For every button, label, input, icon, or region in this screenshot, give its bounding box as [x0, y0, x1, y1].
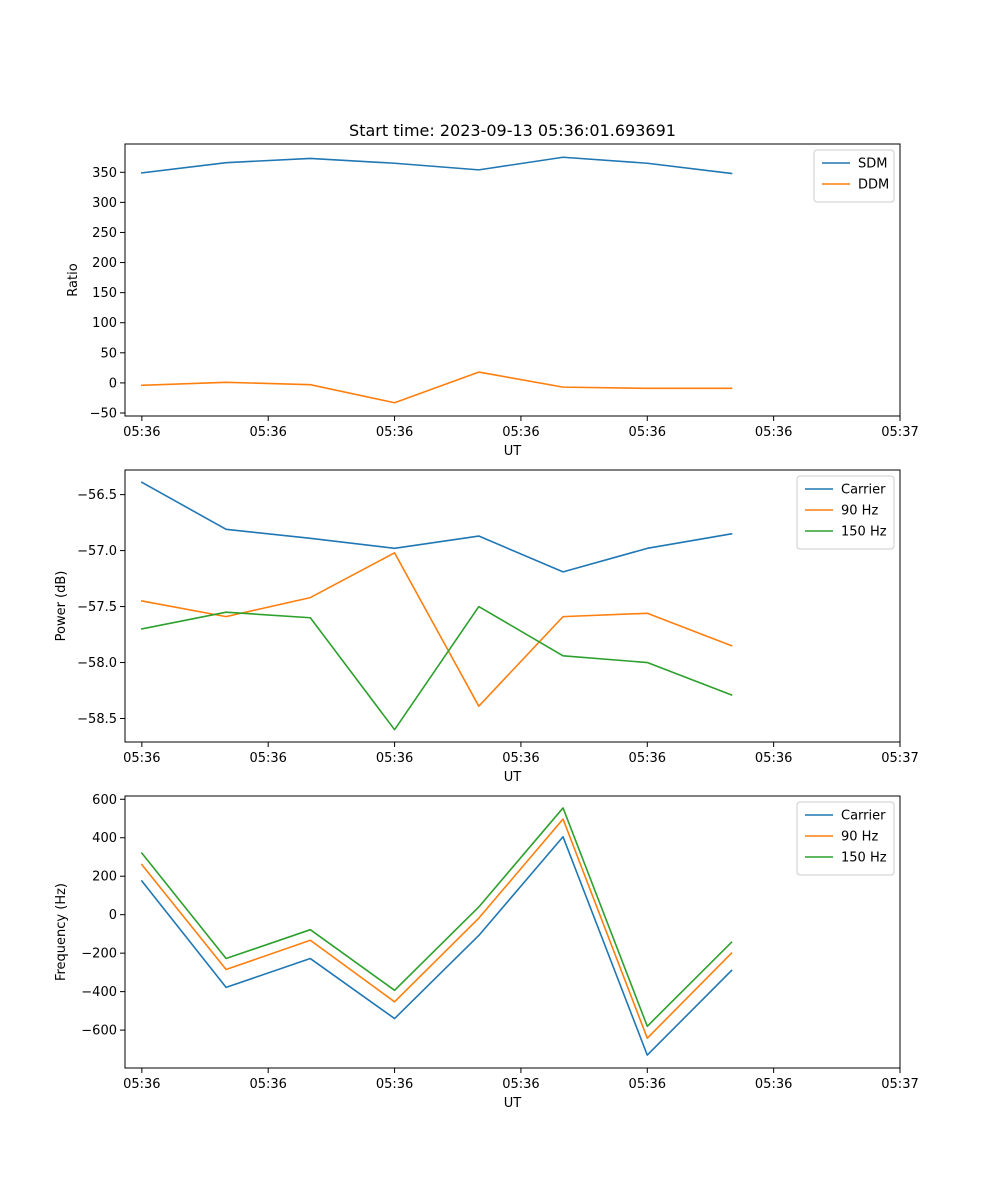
- series-line-carrier: [140, 481, 733, 573]
- x-tick-label: 05:36: [249, 1077, 286, 1092]
- y-tick-label: −50: [90, 406, 117, 421]
- series-line-150-hz: [140, 605, 733, 731]
- y-tick-label: 200: [92, 256, 117, 271]
- axes-frame: [124, 469, 901, 743]
- y-tick-label: 100: [92, 316, 117, 331]
- series-line-carrier: [140, 835, 733, 1056]
- legend-label: SDM: [858, 157, 887, 172]
- x-tick-label: 05:36: [755, 425, 792, 440]
- legend-label: Carrier: [841, 809, 886, 824]
- legend: SDM DDM: [813, 149, 895, 203]
- x-tick-label: 05:36: [123, 1077, 160, 1092]
- y-tick-label: −58.5: [77, 712, 117, 727]
- series-line-90-hz: [140, 818, 733, 1039]
- x-axis-label: UT: [504, 770, 522, 785]
- y-tick-label: 150: [92, 286, 117, 301]
- x-tick-label: 05:36: [249, 425, 286, 440]
- chart-panel-2: 05:36 05:36 05:36 05:36 05:36 05:36 05:37 −58.5…: [54, 469, 919, 785]
- series-line-150-hz: [140, 807, 733, 1028]
- y-tick-label: 250: [92, 226, 117, 241]
- y-tick-label: 0: [109, 908, 117, 923]
- legend-label: 90 Hz: [841, 830, 878, 845]
- legend-label: 150 Hz: [841, 851, 887, 866]
- panels: 05:36 05:36 05:36 05:36 05:36 05:36 05:37−5005…: [54, 121, 919, 1111]
- legend: Carrier 90 Hz 150 Hz: [796, 801, 895, 876]
- y-axis-label: Ratio: [66, 263, 81, 296]
- x-tick-label: 05:37: [881, 425, 918, 440]
- x-tick-label: 05:36: [376, 425, 413, 440]
- x-tick-label: 05:36: [123, 425, 160, 440]
- x-tick-label: 05:36: [502, 1077, 539, 1092]
- legend-label: 90 Hz: [841, 504, 878, 519]
- series-line-ddm: [141, 371, 733, 404]
- x-tick-label: 05:36: [249, 751, 286, 766]
- y-tick-label: −58.0: [77, 656, 117, 671]
- x-tick-label: 05:36: [755, 751, 792, 766]
- x-tick-label: 05:36: [755, 1077, 792, 1092]
- y-tick-label: 350: [92, 166, 117, 181]
- y-axis-label: Frequency (Hz): [54, 883, 69, 981]
- x-tick-label: 05:36: [123, 751, 160, 766]
- axes-frame: [124, 143, 901, 417]
- legend-label: 150 Hz: [841, 525, 887, 540]
- x-tick-label: 05:36: [502, 425, 539, 440]
- legend-label: Carrier: [841, 483, 886, 498]
- y-tick-label: 200: [92, 870, 117, 885]
- y-tick-label: −56.5: [77, 488, 117, 503]
- y-axis-label: Power (dB): [54, 571, 69, 642]
- x-tick-label: 05:36: [629, 751, 666, 766]
- y-tick-label: 0: [109, 376, 117, 391]
- y-tick-label: 400: [92, 831, 117, 846]
- y-tick-label: 600: [92, 793, 117, 808]
- x-tick-label: 05:36: [629, 1077, 666, 1092]
- x-tick-label: 05:36: [376, 751, 413, 766]
- chart-title: Start time: 2023-09-13 05:36:01.693691: [349, 121, 676, 140]
- x-tick-label: 05:37: [881, 751, 918, 766]
- x-axis-label: UT: [504, 1096, 522, 1111]
- series-line-sdm: [140, 156, 733, 175]
- legend: Carrier 90 Hz 150 Hz: [796, 475, 895, 550]
- legend-label: DDM: [858, 178, 889, 193]
- y-tick-label: 50: [100, 346, 117, 361]
- x-tick-label: 05:36: [629, 425, 666, 440]
- x-tick-label: 05:36: [376, 1077, 413, 1092]
- y-tick-label: −57.0: [77, 544, 117, 559]
- axes-frame: [124, 795, 901, 1069]
- y-tick-label: 300: [92, 196, 117, 211]
- chart-panel-1: 05:36 05:36 05:36 05:36 05:36 05:36 05:37 −50 0 5…: [66, 121, 919, 459]
- x-tick-label: 05:37: [881, 1077, 918, 1092]
- y-tick-label: −400: [81, 985, 117, 1000]
- y-tick-label: −200: [81, 947, 117, 962]
- x-axis-label: UT: [504, 444, 522, 459]
- chart-panel-3: 05:36 05:36 05:36 05:36 05:36 05:36 05:37 −600 −…: [54, 793, 919, 1111]
- y-tick-label: −600: [81, 1024, 117, 1039]
- y-tick-label: −57.5: [77, 600, 117, 615]
- x-tick-label: 05:36: [502, 751, 539, 766]
